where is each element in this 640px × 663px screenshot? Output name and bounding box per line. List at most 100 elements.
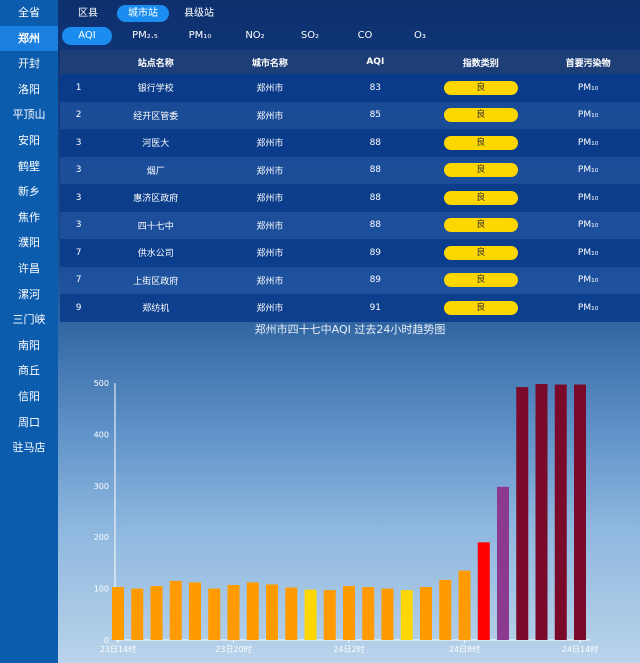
sidebar-item-city[interactable]: 驻马店: [12, 441, 46, 455]
sidebar-item-city[interactable]: 郑州: [0, 25, 58, 52]
table-row[interactable]: 7 供水公司 郑州市 89 良 PM₁₀: [60, 239, 640, 267]
city-name-cell: 郑州市: [214, 211, 326, 239]
bar[interactable]: [169, 580, 182, 640]
sidebar-item-city[interactable]: 三门峡: [12, 313, 46, 327]
bar[interactable]: [285, 587, 298, 640]
bar[interactable]: [246, 582, 259, 640]
col-pollutant-header: 首要污染物: [536, 50, 640, 74]
bar[interactable]: [112, 587, 124, 640]
tab-so2[interactable]: SO₂: [300, 30, 320, 41]
tab-pm25[interactable]: PM₂.₅: [132, 30, 158, 41]
bar[interactable]: [131, 588, 144, 640]
x-tick-label: 23日20时: [215, 644, 251, 654]
sidebar-item-city[interactable]: 安阳: [18, 133, 40, 147]
bar[interactable]: [381, 588, 394, 640]
sidebar-item-city[interactable]: 全省: [18, 6, 40, 19]
bar[interactable]: [516, 387, 529, 640]
primary-pollutant-cell: PM₁₀: [536, 129, 640, 157]
bar[interactable]: [343, 586, 355, 640]
bar[interactable]: [477, 542, 490, 640]
aqi-value-cell: 85: [325, 101, 426, 129]
station-type-tabs: 区县 城市站 县级站: [60, 0, 640, 26]
bar[interactable]: [362, 587, 375, 640]
station-name-cell: 银行学校: [97, 74, 215, 102]
table-row[interactable]: 2 经开区管委 郑州市 85 良 PM₁₀: [60, 101, 640, 129]
bar[interactable]: [439, 579, 452, 640]
rank-cell: 7: [60, 239, 98, 267]
table-row[interactable]: 1 银行学校 郑州市 83 良 PM₁₀: [60, 74, 640, 102]
bar[interactable]: [400, 590, 413, 640]
primary-pollutant-cell: PM₁₀: [536, 74, 640, 102]
station-name-cell: 经开区管委: [97, 101, 215, 129]
sidebar-item-city[interactable]: 平顶山: [12, 108, 46, 122]
tab-co[interactable]: CO: [357, 30, 373, 41]
sidebar-item-city[interactable]: 濮阳: [18, 236, 40, 250]
city-name-cell: 郑州市: [214, 74, 326, 102]
table-row[interactable]: 3 河医大 郑州市 88 良 PM₁₀: [60, 129, 640, 157]
bar[interactable]: [323, 590, 336, 640]
table-row[interactable]: 9 郑纺机 郑州市 91 良 PM₁₀: [60, 294, 640, 322]
rank-cell: 7: [60, 266, 98, 294]
city-name-cell: 郑州市: [214, 239, 326, 267]
col-category-header: 指数类别: [425, 50, 537, 74]
city-name-cell: 郑州市: [214, 184, 326, 212]
sidebar-item-city[interactable]: 周口: [18, 415, 40, 429]
category-badge: 良: [443, 300, 518, 315]
tab-o3[interactable]: O₃: [414, 30, 426, 41]
bar[interactable]: [497, 486, 509, 640]
rank-cell: 2: [60, 101, 98, 129]
aqi-value-cell: 83: [325, 74, 426, 102]
bar[interactable]: [208, 588, 221, 640]
city-sidebar: 全省郑州开封洛阳平顶山安阳鹤壁新乡焦作濮阳许昌漯河三门峡南阳商丘信阳周口驻马店: [0, 0, 58, 663]
sidebar-item-city[interactable]: 新乡: [18, 185, 40, 199]
bar[interactable]: [554, 384, 567, 640]
sidebar-item-city[interactable]: 鹤壁: [18, 159, 40, 173]
bar[interactable]: [266, 584, 278, 640]
x-tick-label: 24日14时: [562, 644, 598, 654]
rank-cell: 3: [60, 184, 98, 212]
sidebar-item-city[interactable]: 许昌: [18, 261, 40, 275]
sidebar-item-city[interactable]: 洛阳: [18, 82, 40, 96]
station-name-cell: 惠济区政府: [97, 184, 215, 212]
aqi-value-cell: 89: [325, 266, 426, 294]
bar[interactable]: [150, 586, 163, 640]
pollutant-tabs: AQI PM₂.₅ PM₁₀ NO₂ SO₂ CO O₃: [60, 26, 640, 48]
y-tick-label: 0: [104, 636, 109, 645]
col-rank-header: [60, 50, 98, 74]
bar[interactable]: [458, 570, 471, 640]
tab-pm10[interactable]: PM₁₀: [188, 30, 212, 41]
bar[interactable]: [304, 589, 317, 640]
bar[interactable]: [227, 585, 240, 640]
bar[interactable]: [189, 582, 201, 640]
tab-city-station[interactable]: 城市站: [117, 5, 169, 22]
x-tick-label: 24日2时: [333, 644, 364, 654]
station-name-cell: 烟厂: [97, 156, 215, 184]
primary-pollutant-cell: PM₁₀: [536, 266, 640, 294]
table-row[interactable]: 3 惠济区政府 郑州市 88 良 PM₁₀: [60, 184, 640, 212]
table-row[interactable]: 3 烟厂 郑州市 88 良 PM₁₀: [60, 156, 640, 184]
table-row[interactable]: 7 上街区政府 郑州市 89 良 PM₁₀: [60, 266, 640, 294]
category-badge: 良: [443, 163, 518, 178]
tab-county-station[interactable]: 县级站: [184, 8, 214, 19]
tab-district[interactable]: 区县: [78, 8, 98, 19]
tab-no2[interactable]: NO₂: [245, 30, 265, 41]
y-tick-label: 400: [94, 430, 109, 439]
category-cell: 良: [425, 211, 537, 239]
bar[interactable]: [574, 384, 586, 640]
sidebar-item-city[interactable]: 焦作: [18, 210, 40, 224]
bar[interactable]: [535, 384, 548, 640]
station-name-cell: 郑纺机: [97, 294, 215, 322]
category-badge: 良: [443, 190, 518, 205]
aqi-value-cell: 91: [325, 294, 426, 322]
sidebar-item-city[interactable]: 信阳: [18, 389, 40, 403]
sidebar-item-city[interactable]: 开封: [18, 57, 40, 71]
sidebar-item-city[interactable]: 南阳: [18, 338, 40, 352]
bar[interactable]: [420, 587, 432, 640]
category-badge: 良: [443, 80, 518, 95]
table-row[interactable]: 3 四十七中 郑州市 88 良 PM₁₀: [60, 211, 640, 239]
sidebar-item-city[interactable]: 漯河: [18, 287, 40, 301]
aqi-value-cell: 88: [325, 129, 426, 157]
chart-title: 郑州市四十七中AQI 过去24小时趋势图: [254, 323, 446, 336]
sidebar-item-city[interactable]: 商丘: [18, 364, 40, 378]
tab-aqi[interactable]: AQI: [62, 27, 112, 45]
